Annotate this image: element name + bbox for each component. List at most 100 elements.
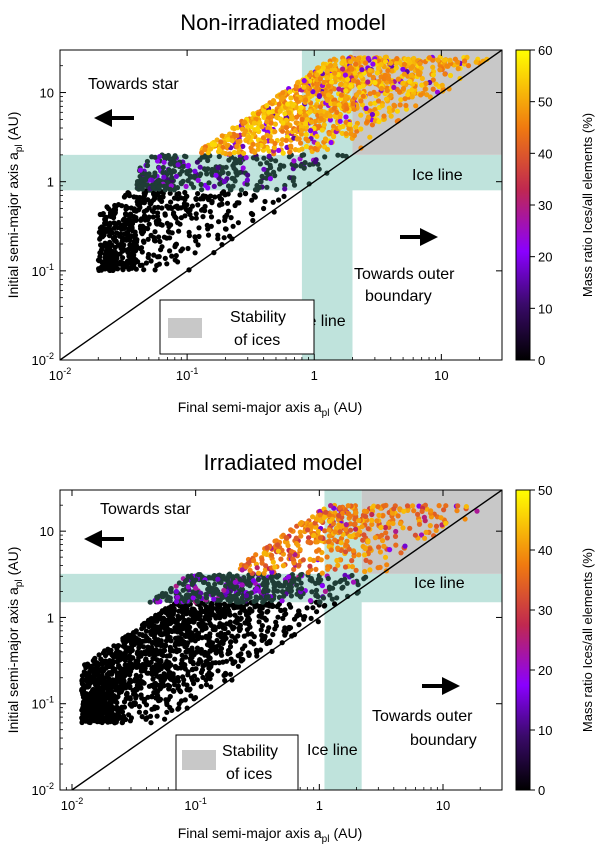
data-point: [407, 525, 413, 531]
data-point: [281, 193, 287, 199]
data-point: [299, 116, 305, 123]
data-point: [392, 533, 399, 540]
data-point: [282, 612, 288, 618]
data-point: [162, 153, 168, 159]
data-point: [131, 208, 138, 214]
data-point: [308, 119, 315, 125]
data-point: [411, 55, 417, 62]
data-point: [218, 139, 224, 145]
y-tick-label: 10: [40, 524, 54, 539]
data-point: [213, 644, 219, 650]
data-point: [231, 165, 237, 171]
data-point: [229, 633, 235, 639]
data-point: [193, 577, 199, 583]
data-point: [315, 141, 321, 147]
x-tick-label: 10-1: [176, 366, 198, 383]
data-point: [428, 508, 434, 514]
data-point: [138, 200, 144, 206]
data-point: [234, 615, 240, 621]
data-point: [118, 689, 124, 695]
data-point: [225, 208, 232, 214]
data-point: [208, 622, 214, 629]
data-point: [276, 166, 283, 172]
data-point: [415, 69, 421, 75]
data-point: [204, 672, 211, 678]
data-point: [259, 560, 265, 566]
data-point: [187, 207, 193, 213]
data-point: [352, 521, 358, 527]
data-point: [362, 552, 368, 558]
data-point: [243, 155, 249, 161]
data-point: [142, 225, 148, 231]
data-point: [175, 220, 181, 226]
data-point: [256, 619, 262, 625]
data-point: [285, 542, 291, 549]
x-axis-label: Final semi-major axis apl (AU): [178, 399, 363, 419]
data-point: [195, 202, 201, 208]
data-point: [185, 178, 191, 184]
data-point: [265, 125, 271, 131]
data-point: [359, 67, 365, 73]
data-point: [169, 707, 175, 714]
data-point: [126, 665, 132, 672]
data-point: [139, 249, 145, 255]
left-arrow-icon: [94, 109, 134, 127]
data-point: [409, 94, 415, 100]
data-point: [337, 505, 343, 511]
data-point: [378, 85, 385, 92]
data-point: [240, 143, 246, 149]
data-point: [378, 524, 384, 530]
data-point: [307, 109, 313, 115]
data-point: [327, 113, 333, 119]
data-point: [119, 704, 125, 710]
data-point: [350, 101, 356, 107]
data-point: [290, 178, 296, 184]
data-point: [140, 644, 147, 650]
data-point: [193, 211, 199, 217]
data-point: [288, 143, 294, 149]
data-point: [328, 503, 334, 509]
data-point: [168, 199, 174, 205]
data-point: [194, 677, 200, 683]
data-point: [128, 648, 134, 654]
data-point: [328, 547, 334, 553]
data-point: [348, 131, 354, 137]
data-point: [367, 567, 373, 573]
data-point: [253, 647, 259, 653]
data-point: [312, 524, 318, 530]
data-point: [322, 528, 328, 534]
data-point: [344, 106, 350, 112]
data-point: [218, 579, 224, 586]
data-point: [195, 572, 202, 578]
data-point: [376, 119, 382, 125]
data-point: [395, 513, 401, 519]
data-point: [387, 547, 393, 553]
data-point: [202, 203, 208, 210]
data-point: [270, 108, 276, 114]
data-point: [294, 136, 300, 142]
data-point: [340, 153, 346, 159]
data-point: [271, 581, 277, 587]
data-point: [219, 652, 225, 658]
data-point: [122, 682, 128, 688]
data-point: [283, 125, 290, 131]
data-point: [383, 530, 389, 536]
data-point: [121, 668, 127, 674]
data-point: [430, 64, 436, 70]
data-point: [317, 535, 324, 541]
data-point: [253, 116, 259, 122]
ice-line-horizontal-label: Ice line: [412, 167, 463, 184]
data-point: [228, 583, 234, 589]
data-point: [115, 242, 121, 248]
data-point: [353, 526, 359, 532]
data-point: [324, 75, 330, 81]
data-point: [266, 109, 272, 115]
data-point: [365, 55, 371, 61]
y-tick-label: 1: [47, 610, 54, 625]
data-point: [322, 136, 329, 142]
data-point: [146, 221, 152, 227]
data-point: [332, 70, 338, 76]
data-point: [361, 532, 367, 538]
data-point: [288, 95, 294, 101]
data-point: [120, 265, 126, 272]
